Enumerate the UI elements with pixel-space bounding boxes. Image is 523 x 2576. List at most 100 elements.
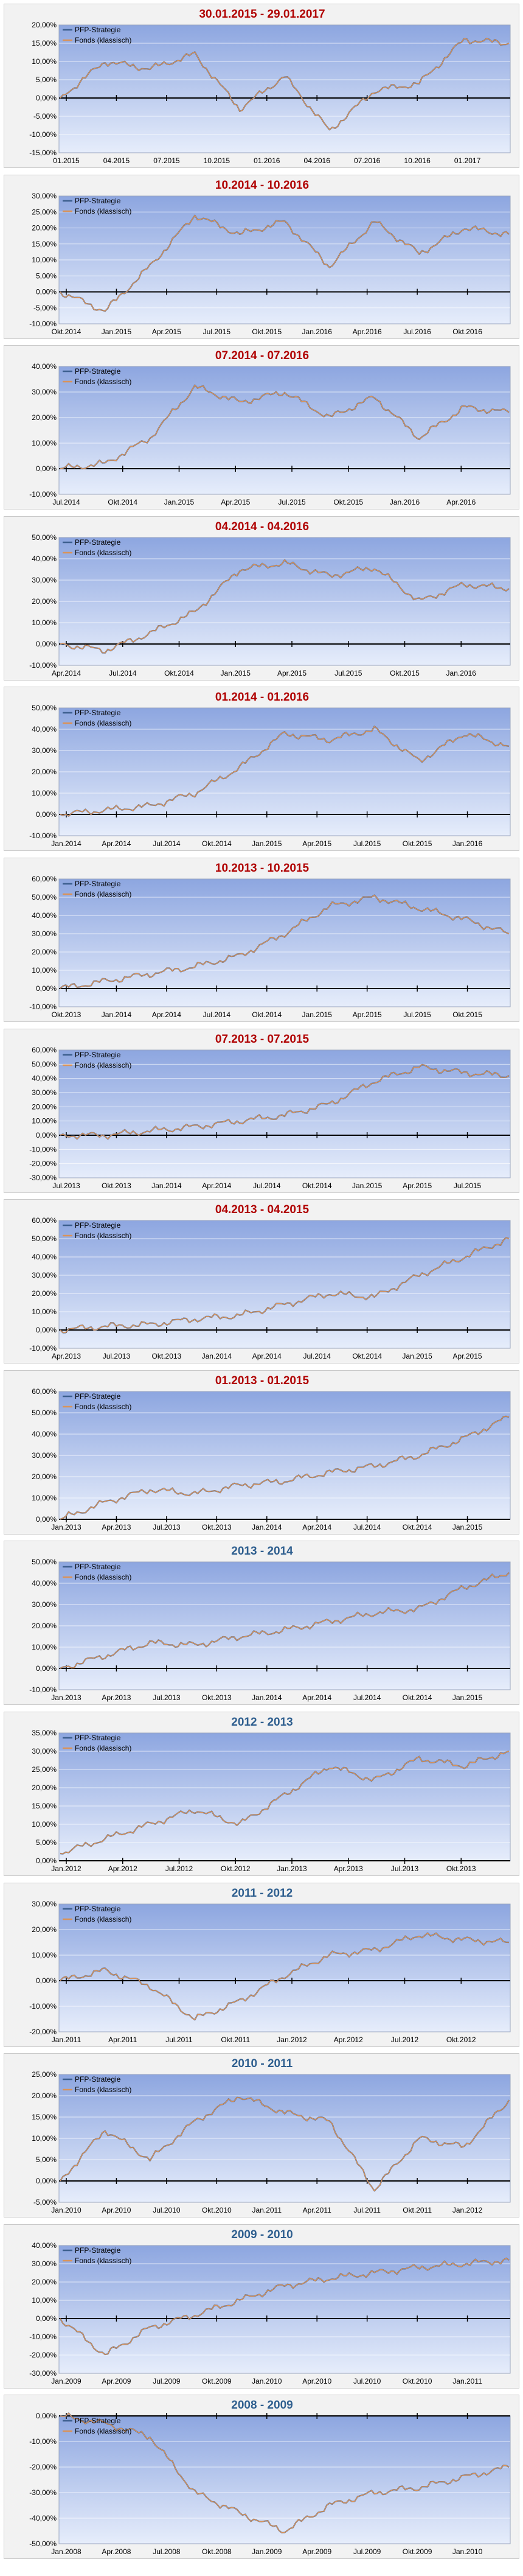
legend-label: Fonds (klassisch) bbox=[75, 207, 131, 215]
line-chart: 30,00%20,00%10,00%0,00%-10,00%-20,00%Jan… bbox=[29, 1900, 511, 2044]
x-tick-label: 04.2015 bbox=[103, 156, 130, 165]
x-tick-label: Jan.2010 bbox=[452, 2547, 483, 2556]
y-tick-label: 40,00% bbox=[32, 1253, 57, 1261]
x-tick-label: Jan.2012 bbox=[51, 1864, 81, 1873]
x-tick-label: Jan.2009 bbox=[252, 2547, 282, 2556]
line-chart: 35,00% 30,00% 25,00% 20,00% 15,00% 10,00% 5,00… bbox=[32, 1729, 511, 1873]
x-tick-label: Jan.2014 bbox=[202, 1352, 232, 1360]
x-tick-label: 10.2016 bbox=[404, 156, 431, 165]
y-tick-label: 25,00% bbox=[32, 208, 57, 216]
chart-panel: 04.2013 - 04.2015 60,00% 50,00% 40,00% 30,00… bbox=[4, 1199, 519, 1364]
chart-panel: 2009 - 2010 40,00% 30,00% 20,00% 10,00% 0,00%… bbox=[4, 2224, 519, 2389]
x-tick-label: Jul.2009 bbox=[153, 2377, 181, 2385]
series-line-fonds-klassisch bbox=[60, 1751, 510, 1855]
y-tick-label: 10,00% bbox=[32, 1116, 57, 1125]
x-tick-label: Okt.2013 bbox=[202, 1523, 232, 1531]
x-tick-label: Okt.2008 bbox=[202, 2547, 232, 2556]
y-tick-label: 0,00% bbox=[36, 287, 57, 296]
chart-panel: 2012 - 2013 35,00% 30,00% 25,00% 20,00% 15,00… bbox=[4, 1712, 519, 1876]
x-tick-label: Jan.2015 bbox=[452, 1523, 483, 1531]
y-tick-label: 5,00% bbox=[36, 75, 57, 84]
chart-title: 2012 - 2013 bbox=[231, 1716, 293, 1729]
plot-area bbox=[58, 878, 511, 1007]
legend-label: Fonds (klassisch) bbox=[75, 36, 131, 44]
x-tick-label: Okt.2015 bbox=[452, 1010, 482, 1019]
y-tick-label: -10,00% bbox=[29, 1145, 57, 1153]
line-chart: 50,00% 40,00% 30,00% 20,00% 10,00% 0,00% -10,0… bbox=[29, 704, 511, 848]
legend-label: PFP-Strategie bbox=[75, 1734, 121, 1742]
x-tick-label: Jul.2012 bbox=[391, 2035, 419, 2044]
y-tick-label: 40,00% bbox=[32, 2241, 57, 2250]
x-tick-label: Jan.2015 bbox=[252, 839, 282, 848]
y-tick-label: -30,00% bbox=[29, 2488, 57, 2497]
chart-title: 2008 - 2009 bbox=[231, 2399, 293, 2412]
line-chart: 20,00% 15,00% 10,00% 5,00% 0,00% -5,00% -10,00… bbox=[29, 21, 511, 165]
chart-panel: 07.2013 - 07.2015 60,00% 50,00% 40,00% 30,00… bbox=[4, 1028, 519, 1193]
series-line-fonds-klassisch bbox=[60, 1572, 510, 1670]
x-tick-label: Apr.2015 bbox=[403, 1181, 432, 1190]
x-tick-label: Jan.2014 bbox=[102, 1010, 132, 1019]
x-tick-label: 01.2015 bbox=[53, 156, 80, 165]
plot-area bbox=[58, 24, 511, 153]
y-tick-label: 10,00% bbox=[32, 2296, 57, 2305]
legend-label: Fonds (klassisch) bbox=[75, 2085, 131, 2094]
x-tick-label: Apr.2013 bbox=[334, 1864, 363, 1873]
legend-label: Fonds (klassisch) bbox=[75, 1061, 131, 1069]
x-tick-label: Jan.2015 bbox=[452, 1693, 483, 1702]
plot-area bbox=[58, 1049, 511, 1178]
legend-label: Fonds (klassisch) bbox=[75, 1231, 131, 1240]
y-tick-label: 20,00% bbox=[32, 1925, 57, 1934]
y-tick-label: 20,00% bbox=[32, 1289, 57, 1298]
x-tick-label: Apr.2010 bbox=[102, 2206, 131, 2214]
series-line-fonds-klassisch bbox=[60, 1063, 510, 1139]
y-tick-label: 5,00% bbox=[36, 2155, 57, 2164]
y-tick-label: 40,00% bbox=[32, 725, 57, 733]
y-tick-label: 30,00% bbox=[32, 192, 57, 200]
x-tick-label: Jul.2014 bbox=[203, 1010, 231, 1019]
y-tick-label: 10,00% bbox=[32, 57, 57, 66]
y-tick-label: 50,00% bbox=[32, 533, 57, 542]
legend-label: PFP-Strategie bbox=[75, 709, 121, 717]
x-tick-label: Apr.2011 bbox=[108, 2035, 137, 2044]
x-tick-label: Jan.2012 bbox=[277, 2035, 307, 2044]
x-tick-label: Jul.2013 bbox=[153, 1693, 181, 1702]
y-tick-label: 0,00% bbox=[36, 2412, 57, 2420]
x-tick-label: Jan.2009 bbox=[51, 2377, 81, 2385]
chart-panel: 04.2014 - 04.2016 50,00% 40,00% 30,00% 20,00… bbox=[4, 516, 519, 681]
y-tick-label: 30,00% bbox=[32, 388, 57, 396]
x-tick-label: Jul.2015 bbox=[353, 839, 381, 848]
y-tick-label: 30,00% bbox=[32, 1747, 57, 1755]
line-chart: 50,00% 40,00% 30,00% 20,00% 10,00% 0,00% -10,0… bbox=[29, 1558, 511, 1702]
y-tick-label: 20,00% bbox=[32, 1472, 57, 1481]
y-tick-label: -10,00% bbox=[29, 1685, 57, 1694]
x-tick-label: 07.2015 bbox=[153, 156, 180, 165]
series-line-fonds-klassisch bbox=[60, 1932, 510, 2020]
y-tick-label: 10,00% bbox=[32, 1951, 57, 1959]
line-chart: 40,00% 30,00% 20,00% 10,00% 0,00% -10,00% -20,… bbox=[29, 2241, 511, 2385]
x-tick-label: Apr.2015 bbox=[277, 669, 307, 677]
x-tick-label: Okt.2012 bbox=[446, 2035, 476, 2044]
chart-panel: 01.2013 - 01.2015 60,00% 50,00% 40,00% 30,00… bbox=[4, 1370, 519, 1535]
series-line-fonds-klassisch bbox=[60, 559, 510, 654]
x-tick-label: Apr.2014 bbox=[102, 839, 131, 848]
y-tick-label: -20,00% bbox=[29, 2028, 57, 2036]
y-tick-label: -30,00% bbox=[29, 1174, 57, 1182]
x-tick-label: Jan.2016 bbox=[452, 839, 483, 848]
x-tick-label: Apr.2015 bbox=[152, 327, 181, 336]
legend-label: Fonds (klassisch) bbox=[75, 1402, 131, 1411]
y-tick-label: 35,00% bbox=[32, 1729, 57, 1737]
series-line-fonds-klassisch bbox=[60, 726, 510, 817]
chart-title: 2013 - 2014 bbox=[231, 1545, 293, 1558]
y-tick-label: 50,00% bbox=[32, 1558, 57, 1566]
x-tick-label: Apr.2015 bbox=[453, 1352, 482, 1360]
x-tick-label: Okt.2014 bbox=[202, 839, 232, 848]
y-tick-label: 5,00% bbox=[36, 1838, 57, 1847]
x-tick-label: Jan.2010 bbox=[51, 2206, 81, 2214]
x-tick-label: Apr.2014 bbox=[52, 669, 81, 677]
